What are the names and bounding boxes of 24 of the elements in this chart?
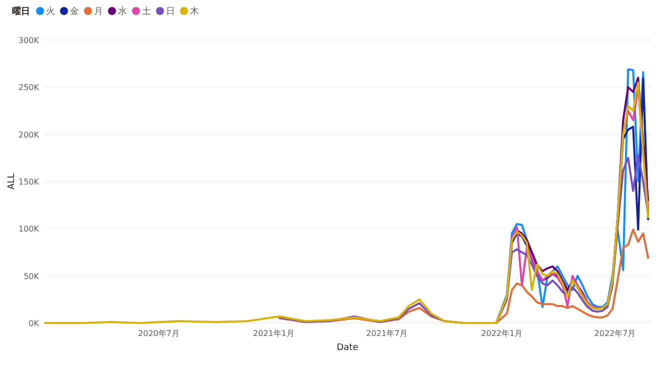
line-series xyxy=(278,154,650,324)
x-tick-label: 2022年1月 xyxy=(481,329,523,338)
y-tick-label: 150K xyxy=(18,178,40,186)
legend-label: 金 xyxy=(70,6,79,17)
x-tick-label: 2021年1月 xyxy=(253,329,294,338)
x-axis-title: Date xyxy=(336,343,359,353)
x-tick-label: 2021年7月 xyxy=(366,329,408,338)
y-tick-label: 300K xyxy=(18,36,40,45)
legend-label: 月 xyxy=(94,7,103,17)
y-tick-label: 100K xyxy=(18,224,40,234)
y-axis-title: ALL xyxy=(7,173,17,190)
y-tick-label: 200K xyxy=(18,130,40,140)
x-tick-label: 2020年7月 xyxy=(138,329,180,338)
legend-label: 火 xyxy=(46,6,55,17)
legend-label: 水 xyxy=(118,6,127,17)
y-tick-label: 0K xyxy=(28,319,40,328)
legend-title: 曜日 xyxy=(12,6,30,17)
y-tick-label: 50K xyxy=(24,272,40,281)
legend-label: 日 xyxy=(166,7,175,17)
y-tick-label: 250K xyxy=(18,83,40,92)
line-series xyxy=(44,81,650,324)
legend-label: 木 xyxy=(190,6,199,17)
legend-label: 土 xyxy=(142,6,151,17)
x-tick-label: 2022年7月 xyxy=(594,329,636,338)
